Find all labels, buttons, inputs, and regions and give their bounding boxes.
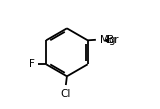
Text: Mg: Mg xyxy=(100,35,115,45)
Text: Cl: Cl xyxy=(61,89,71,99)
Text: Br: Br xyxy=(107,35,119,45)
Text: F: F xyxy=(29,59,35,69)
